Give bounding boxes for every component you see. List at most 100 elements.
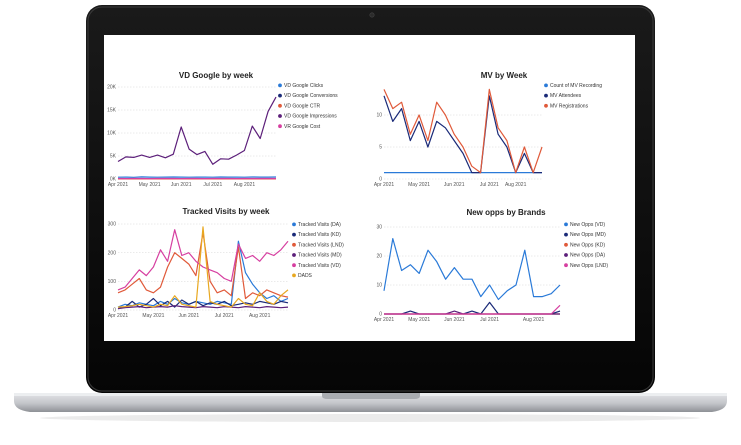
y-tick-label: 20K [107, 85, 117, 91]
legend-marker [292, 232, 296, 237]
y-tick-label: 10 [376, 283, 382, 289]
x-tick-label: Jul 2021 [215, 313, 234, 319]
x-tick-label: Jun 2021 [171, 182, 192, 188]
x-tick-label: Apr 2021 [108, 182, 129, 188]
trackpad-notch [322, 393, 420, 399]
legend-entry[interactable]: Count of MV Recording [550, 83, 602, 89]
legend-marker [292, 253, 296, 257]
laptop-base [14, 393, 727, 412]
x-tick-label: Aug 2021 [505, 182, 527, 188]
y-tick-label: 5K [110, 154, 117, 160]
series-line-1 [117, 297, 289, 310]
series-line-5 [117, 226, 289, 308]
y-tick-label: 30 [376, 225, 382, 231]
x-tick-label: Aug 2021 [249, 313, 271, 319]
x-tick-label: May 2021 [408, 317, 430, 323]
x-tick-label: Jul 2021 [203, 182, 222, 188]
x-tick-label: Apr 2021 [374, 182, 395, 188]
legend-marker [292, 242, 296, 247]
x-tick-label: Jun 2021 [444, 182, 465, 188]
legend-marker [292, 222, 296, 227]
legend-entry[interactable]: MV Registrations [550, 103, 589, 109]
legend-entry[interactable]: Tracked Visits (VD) [298, 263, 341, 269]
x-tick-label: Apr 2021 [108, 313, 129, 319]
legend-entry[interactable]: VD Google Conversions [284, 93, 338, 99]
legend-entry[interactable]: New Opps (VD) [570, 222, 605, 228]
series-line-0 [117, 240, 289, 308]
legend-marker [564, 232, 568, 237]
chart-new-opps-by-brands: New opps by Brands 0 10 20 30 Apr 2021 May 202… [374, 208, 609, 323]
y-tick-label: 200 [108, 250, 117, 256]
legend-marker [564, 222, 568, 227]
series-line-2 [117, 231, 289, 300]
legend-marker [544, 83, 548, 88]
chart-title: Tracked Visits by week [182, 207, 270, 216]
series-line-1 [384, 301, 561, 315]
legend-entry[interactable]: VD Google Impressions [284, 114, 337, 120]
y-tick-label: 20 [376, 254, 382, 260]
legend-entry[interactable]: DADS [298, 273, 313, 279]
legend-entry[interactable]: New Opps (KD) [570, 242, 605, 248]
series-line-2 [383, 88, 543, 174]
x-tick-label: May 2021 [139, 182, 161, 188]
camera-icon [369, 12, 375, 18]
series-line-4 [384, 304, 561, 315]
legend-entry[interactable]: Tracked Visits (KD) [298, 232, 341, 238]
y-tick-label: 100 [108, 279, 117, 285]
legend-marker [564, 253, 568, 257]
x-tick-label: Aug 2021 [523, 317, 545, 323]
legend-entry[interactable]: New Opps (LND) [570, 263, 608, 269]
legend-marker [278, 83, 282, 88]
chart-panel-4: New opps by Brands 0 10 20 30 Apr 2021 May 202… [370, 188, 635, 341]
x-tick-label: May 2021 [408, 182, 430, 188]
chart-panel-1: VD Google by week 0K 5K 10K 15K 20K Apr 2021 Ma… [104, 35, 369, 188]
x-tick-label: Jul 2021 [480, 317, 499, 323]
legend-entry[interactable]: New Opps (DA) [570, 253, 605, 259]
legend-marker [278, 103, 282, 108]
series-line-3 [117, 305, 289, 310]
legend-marker [278, 124, 282, 129]
chart-tracked-visits-by-week: Tracked Visits by week 0 100 200 300 Apr 2021… [108, 207, 345, 319]
y-tick-label: 0 [379, 312, 382, 318]
legend-entry[interactable]: MV Attendees [550, 93, 582, 99]
legend-marker [564, 242, 568, 247]
x-tick-label: May 2021 [142, 313, 164, 319]
chart-mv-by-week: MV by Week 0 5 10 Apr 2021 May 2021 Jun 2021 Ju… [374, 71, 602, 188]
y-tick-label: 10K [107, 131, 117, 137]
chart-title: MV by Week [481, 71, 528, 80]
dashboard-screen: VD Google by week 0K 5K 10K 15K 20K Apr 2021 Ma… [104, 35, 635, 341]
y-tick-label: 0 [113, 308, 116, 314]
y-tick-label: 5 [379, 145, 382, 151]
legend-entry[interactable]: New Opps (MD) [570, 232, 606, 238]
y-tick-label: 0K [110, 177, 117, 183]
legend-marker [292, 273, 296, 278]
legend-marker [278, 93, 282, 98]
legend-entry[interactable]: Tracked Visits (DA) [298, 222, 341, 228]
legend-entry[interactable]: VD Google Clicks [284, 83, 324, 89]
series-line-1 [383, 95, 542, 174]
legend-entry[interactable]: VR Google Cost [284, 124, 321, 130]
x-tick-label: Jun 2021 [179, 313, 200, 319]
legend-marker [544, 93, 548, 98]
y-tick-label: 300 [108, 222, 117, 228]
legend-marker [278, 114, 282, 118]
chart-panel-3: Tracked Visits by week 0 100 200 300 Apr 2021… [104, 188, 369, 341]
series-line-0 [383, 237, 561, 301]
chart-title: VD Google by week [179, 71, 254, 80]
series-line-3 [117, 96, 277, 165]
x-tick-label: Aug 2021 [234, 182, 256, 188]
series-line-4 [117, 229, 289, 291]
legend-entry[interactable]: Tracked Visits (LND) [298, 242, 344, 248]
y-tick-label: 0 [379, 177, 382, 183]
x-tick-label: Jul 2021 [480, 182, 499, 188]
y-tick-label: 15K [107, 108, 117, 114]
y-tick-label: 10 [376, 113, 382, 119]
chart-vd-google-by-week: VD Google by week 0K 5K 10K 15K 20K Apr 2021 Ma… [107, 71, 338, 188]
chart-panel-2: MV by Week 0 5 10 Apr 2021 May 2021 Jun 2021 Ju… [370, 35, 635, 188]
legend-entry[interactable]: Tracked Visits (MD) [298, 253, 342, 259]
chart-title: New opps by Brands [466, 208, 546, 217]
x-tick-label: Jun 2021 [444, 317, 465, 323]
legend-marker [292, 263, 296, 268]
x-tick-label: Apr 2021 [374, 317, 395, 323]
legend-entry[interactable]: VD Google CTR [284, 103, 321, 109]
